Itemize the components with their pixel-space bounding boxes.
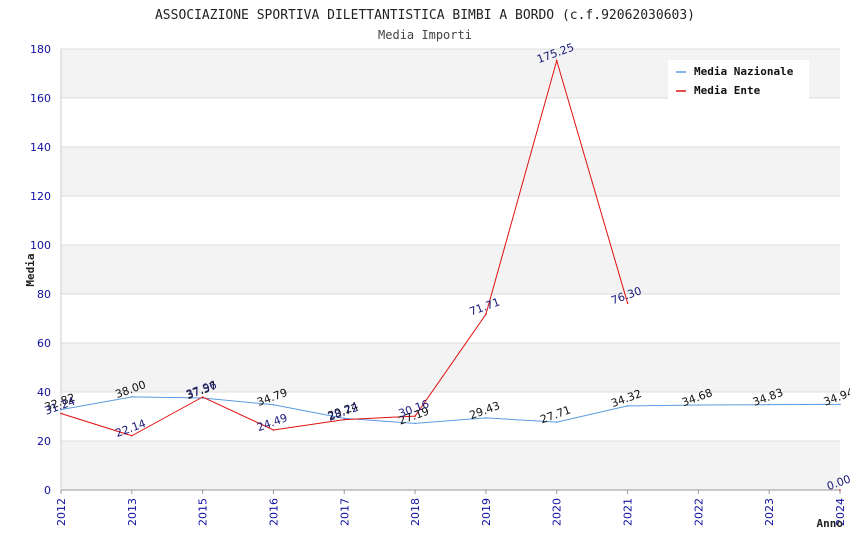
data-point-media-ente — [131, 434, 133, 437]
x-tick-label: 2016 — [267, 498, 280, 526]
data-label-media-ente: 22.14 — [114, 417, 148, 440]
y-tick-label: 40 — [37, 386, 51, 399]
data-label-media-ente: 71.71 — [468, 296, 502, 319]
data-point-media-ente — [343, 418, 346, 421]
data-point-media-ente — [555, 59, 558, 62]
grid-band — [61, 441, 840, 490]
x-axis-title: Anno — [817, 517, 844, 530]
data-point-media-ente — [485, 313, 487, 316]
data-point-media-nazionale — [414, 422, 416, 425]
data-point-media-nazionale — [272, 403, 275, 406]
data-point-media-ente — [414, 415, 416, 417]
y-tick-label: 120 — [30, 190, 51, 203]
data-point-media-ente — [839, 489, 841, 491]
series-line-media-nazionale — [60, 396, 841, 424]
chart-subtitle: Media Importi — [378, 28, 472, 42]
chart-title: ASSOCIAZIONE SPORTIVA DILETTANTISTICA BI… — [155, 8, 695, 23]
x-tick-label: 2020 — [551, 498, 564, 526]
data-point-media-nazionale — [343, 417, 346, 420]
data-point-media-nazionale — [626, 405, 629, 407]
x-tick-label: 2015 — [197, 498, 210, 526]
data-point-media-ente — [626, 302, 629, 304]
data-point-media-nazionale — [697, 404, 700, 406]
data-label-media-ente: 24.49 — [255, 411, 289, 434]
grid-band — [61, 245, 840, 294]
data-point-media-nazionale — [60, 408, 62, 411]
y-tick-label: 100 — [30, 239, 51, 252]
y-tick-label: 140 — [30, 141, 51, 154]
y-tick-label: 0 — [44, 484, 51, 497]
x-tick-label: 2021 — [622, 498, 635, 526]
x-tick-label: 2019 — [480, 498, 493, 526]
grid-bands — [61, 49, 840, 490]
y-tick-label: 80 — [37, 288, 51, 301]
data-point-media-ente — [60, 412, 62, 415]
y-tick-label: 20 — [37, 435, 51, 448]
data-point-media-ente — [272, 429, 275, 431]
data-point-media-nazionale — [768, 403, 770, 406]
legend-label-media-nazionale: Media Nazionale — [694, 65, 794, 78]
x-tick-label: 2017 — [338, 498, 351, 526]
grid-band — [61, 343, 840, 392]
grid-band — [61, 147, 840, 196]
series-lines — [60, 58, 841, 491]
data-point-media-nazionale — [839, 403, 841, 406]
x-tick-label: 2012 — [55, 498, 68, 526]
grid-lines — [60, 48, 841, 494]
y-axis-title: Media — [24, 253, 37, 286]
x-axis-ticks: 2012 2013 2015 2016 2017 2018 2019 2020 2021 2022… — [55, 498, 847, 526]
y-tick-label: 180 — [30, 43, 51, 56]
x-tick-label: 2022 — [692, 498, 705, 526]
y-tick-label: 160 — [30, 92, 51, 105]
y-tick-label: 60 — [37, 337, 51, 350]
data-point-media-nazionale — [555, 421, 558, 423]
data-point-media-ente — [201, 396, 204, 398]
data-point-media-nazionale — [131, 396, 133, 398]
legend-label-media-ente: Media Ente — [694, 84, 761, 97]
data-label-media-nazionale: 27.71 — [539, 403, 573, 426]
y-axis-ticks: 0 20 40 60 80 100 120 140 160 180 — [30, 43, 51, 497]
legend: Media Nazionale Media Ente — [668, 60, 809, 102]
legend-box — [668, 60, 809, 102]
x-tick-label: 2024 — [834, 498, 847, 526]
data-point-media-nazionale — [485, 417, 487, 419]
x-tick-label: 2023 — [763, 498, 776, 526]
x-tick-label: 2013 — [126, 498, 139, 526]
x-tick-label: 2018 — [409, 498, 422, 526]
